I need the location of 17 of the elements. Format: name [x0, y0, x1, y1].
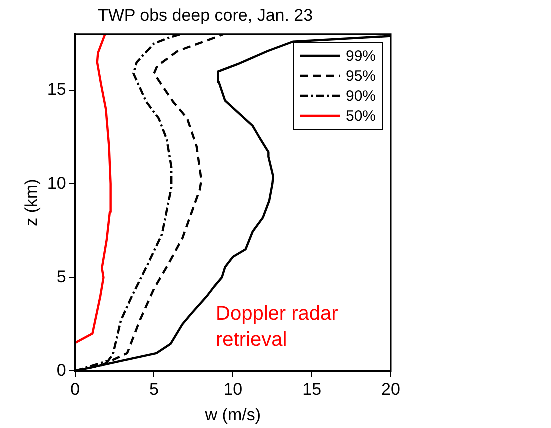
- x-tick-label: 15: [302, 380, 322, 400]
- y-tick-label: 15: [47, 80, 66, 100]
- x-tick-label: 0: [70, 380, 80, 400]
- y-tick-label: 5: [56, 267, 66, 286]
- x-tick-label: 5: [150, 380, 159, 400]
- x-tick-label: 20: [382, 380, 400, 400]
- y-tick-label: 0: [56, 360, 66, 380]
- legend-label: 50%: [346, 108, 376, 125]
- x-tick-label: 10: [224, 380, 243, 400]
- y-axis-title: z (km): [22, 179, 41, 226]
- chart-title: TWP obs deep core, Jan. 23: [98, 6, 314, 25]
- legend-label: 90%: [346, 88, 376, 105]
- x-axis-title: w (m/s): [204, 405, 262, 424]
- legend-label: 99%: [346, 48, 376, 65]
- legend-label: 95%: [346, 68, 376, 85]
- annotation: Doppler radar retrieval: [216, 302, 340, 354]
- y-tick-label: 10: [47, 174, 66, 193]
